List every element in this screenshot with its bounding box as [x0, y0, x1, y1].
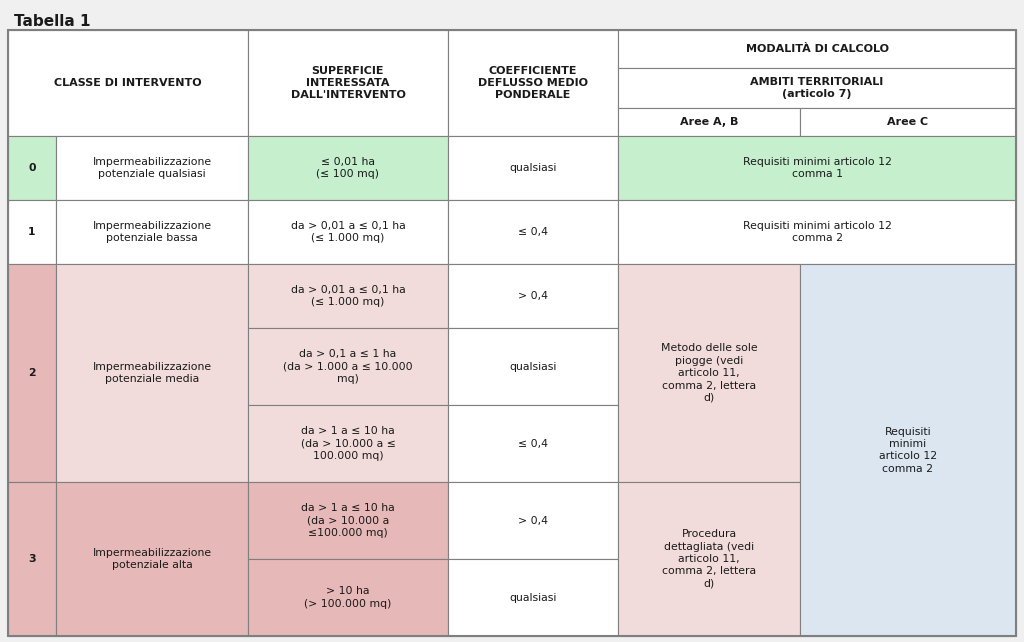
Bar — [248, 559, 449, 636]
Text: da > 1 a ≤ 10 ha
(da > 10.000 a
≤100.000 mq): da > 1 a ≤ 10 ha (da > 10.000 a ≤100.000… — [301, 503, 395, 538]
Text: > 0,4: > 0,4 — [518, 516, 548, 526]
Bar — [449, 136, 618, 200]
Bar — [449, 405, 618, 482]
Bar — [56, 200, 248, 265]
Text: da > 0,01 a ≤ 0,1 ha
(≤ 1.000 mq): da > 0,01 a ≤ 0,1 ha (≤ 1.000 mq) — [291, 221, 406, 243]
Bar — [8, 30, 248, 136]
Text: > 0,4: > 0,4 — [518, 291, 548, 301]
Bar — [248, 200, 449, 265]
Text: 1: 1 — [29, 227, 36, 237]
Bar — [8, 30, 1016, 136]
Bar — [8, 482, 56, 636]
Bar — [618, 265, 800, 482]
Bar — [248, 30, 449, 136]
Bar — [800, 108, 1016, 136]
Text: Metodo delle sole
piogge (vedi
articolo 11,
comma 2, lettera
d): Metodo delle sole piogge (vedi articolo … — [660, 343, 758, 403]
Text: ≤ 0,4: ≤ 0,4 — [518, 227, 548, 237]
Bar — [8, 200, 56, 265]
Bar — [248, 405, 449, 482]
Text: Impermeabilizzazione
potenziale qualsiasi: Impermeabilizzazione potenziale qualsias… — [92, 157, 212, 179]
Text: > 10 ha
(> 100.000 mq): > 10 ha (> 100.000 mq) — [304, 586, 392, 609]
Text: qualsiasi: qualsiasi — [509, 362, 557, 372]
Text: ≤ 0,01 ha
(≤ 100 mq): ≤ 0,01 ha (≤ 100 mq) — [316, 157, 380, 179]
Bar — [618, 482, 800, 636]
Text: Tabella 1: Tabella 1 — [14, 14, 90, 29]
Bar — [248, 136, 449, 200]
Bar — [248, 265, 449, 328]
Bar — [618, 200, 1016, 265]
Text: Impermeabilizzazione
potenziale alta: Impermeabilizzazione potenziale alta — [92, 548, 212, 570]
Text: qualsiasi: qualsiasi — [509, 593, 557, 603]
Text: Requisiti
minimi
articolo 12
comma 2: Requisiti minimi articolo 12 comma 2 — [879, 426, 937, 474]
Text: Procedura
dettagliata (vedi
articolo 11,
comma 2, lettera
d): Procedura dettagliata (vedi articolo 11,… — [662, 529, 756, 589]
Text: COEFFICIENTE
DEFLUSSO MEDIO
PONDERALE: COEFFICIENTE DEFLUSSO MEDIO PONDERALE — [478, 65, 588, 100]
Bar — [8, 136, 56, 200]
Text: 0: 0 — [29, 163, 36, 173]
Text: MODALITÀ DI CALCOLO: MODALITÀ DI CALCOLO — [745, 44, 889, 54]
Bar — [618, 108, 800, 136]
Bar — [56, 482, 248, 636]
Bar — [618, 136, 1016, 200]
Bar — [449, 328, 618, 405]
Bar — [56, 136, 248, 200]
Bar — [449, 200, 618, 265]
Bar — [449, 265, 618, 328]
Text: Requisiti minimi articolo 12
comma 2: Requisiti minimi articolo 12 comma 2 — [742, 221, 892, 243]
Bar — [248, 482, 449, 559]
Text: ≤ 0,4: ≤ 0,4 — [518, 438, 548, 449]
Bar — [449, 482, 618, 559]
Text: Aree C: Aree C — [888, 117, 929, 127]
Text: da > 0,1 a ≤ 1 ha
(da > 1.000 a ≤ 10.000
mq): da > 0,1 a ≤ 1 ha (da > 1.000 a ≤ 10.000… — [284, 349, 413, 384]
Text: SUPERFICIE
INTERESSATA
DALL'INTERVENTO: SUPERFICIE INTERESSATA DALL'INTERVENTO — [291, 65, 406, 100]
Text: CLASSE DI INTERVENTO: CLASSE DI INTERVENTO — [54, 78, 202, 88]
Text: 3: 3 — [29, 554, 36, 564]
Text: 2: 2 — [29, 368, 36, 378]
Bar — [56, 265, 248, 482]
Text: Aree A, B: Aree A, B — [680, 117, 738, 127]
Bar — [449, 30, 618, 136]
Text: Impermeabilizzazione
potenziale bassa: Impermeabilizzazione potenziale bassa — [92, 221, 212, 243]
Bar — [618, 68, 1016, 108]
Text: qualsiasi: qualsiasi — [509, 163, 557, 173]
Bar — [449, 559, 618, 636]
Text: Impermeabilizzazione
potenziale media: Impermeabilizzazione potenziale media — [92, 362, 212, 385]
Bar — [248, 328, 449, 405]
Text: da > 1 a ≤ 10 ha
(da > 10.000 a ≤
100.000 mq): da > 1 a ≤ 10 ha (da > 10.000 a ≤ 100.00… — [301, 426, 395, 461]
Text: AMBITI TERRITORIALI
(articolo 7): AMBITI TERRITORIALI (articolo 7) — [751, 77, 884, 100]
Bar — [800, 265, 1016, 636]
Text: da > 0,01 a ≤ 0,1 ha
(≤ 1.000 mq): da > 0,01 a ≤ 0,1 ha (≤ 1.000 mq) — [291, 285, 406, 308]
Text: Requisiti minimi articolo 12
comma 1: Requisiti minimi articolo 12 comma 1 — [742, 157, 892, 179]
Bar — [8, 265, 56, 482]
Bar — [618, 30, 1016, 68]
